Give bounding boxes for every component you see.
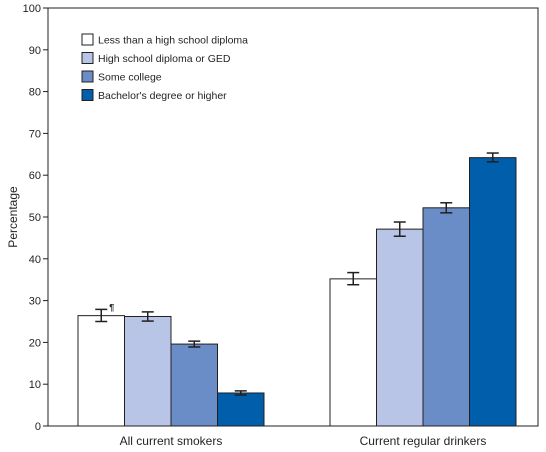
legend-item: Bachelor's degree or higher bbox=[81, 89, 227, 102]
legend-item: Some college bbox=[81, 70, 162, 84]
bar bbox=[376, 228, 424, 427]
category-label: Current regular drinkers bbox=[360, 434, 487, 448]
y-tick-label: 60 bbox=[29, 170, 41, 182]
legend-item: High school diploma or GED bbox=[81, 52, 231, 65]
bar bbox=[469, 157, 517, 427]
y-tick-label: 40 bbox=[29, 254, 41, 266]
legend-label: Less than a high school diploma bbox=[98, 35, 248, 47]
bar bbox=[217, 392, 265, 427]
y-tick-label: 50 bbox=[29, 212, 41, 224]
y-tick-label: 80 bbox=[29, 87, 41, 99]
legend-label: High school diploma or GED bbox=[98, 53, 231, 65]
category-label: All current smokers bbox=[120, 434, 223, 448]
error-bar bbox=[486, 152, 499, 163]
error-bar bbox=[188, 340, 201, 348]
legend: Less than a high school diploma High scho… bbox=[81, 33, 248, 102]
bar bbox=[170, 343, 218, 427]
legend-label: Bachelor's degree or higher bbox=[98, 90, 227, 102]
x-axis: All current smokers Current regular drink… bbox=[120, 434, 487, 448]
y-tick-label: 20 bbox=[29, 337, 41, 349]
legend-swatch bbox=[81, 52, 94, 64]
y-tick-label: 0 bbox=[35, 421, 41, 433]
error-bar bbox=[95, 308, 108, 323]
bar bbox=[422, 207, 470, 427]
bar bbox=[329, 278, 377, 427]
y-tick-label: 90 bbox=[29, 45, 41, 57]
bar bbox=[77, 315, 125, 427]
footnote-mark: ¶ bbox=[109, 302, 114, 312]
y-tick-label: 30 bbox=[29, 296, 41, 308]
y-axis: 0 10 20 30 40 50 60 70 80 90 100 bbox=[23, 3, 48, 433]
legend-item: Less than a high school diploma bbox=[81, 33, 248, 47]
error-bar bbox=[141, 311, 154, 322]
error-bar bbox=[347, 271, 360, 286]
legend-label: Some college bbox=[98, 72, 162, 84]
bar bbox=[124, 315, 172, 427]
legend-swatch bbox=[81, 70, 94, 83]
error-bar bbox=[234, 390, 247, 396]
legend-swatch bbox=[81, 33, 94, 46]
error-bar bbox=[440, 202, 453, 214]
y-axis-title: Percentage bbox=[6, 186, 20, 248]
legend-swatch bbox=[81, 89, 94, 101]
bars: ¶ bbox=[77, 152, 517, 427]
error-bar bbox=[393, 221, 406, 237]
y-tick-label: 70 bbox=[29, 128, 41, 140]
y-tick-label: 100 bbox=[23, 3, 41, 15]
y-tick-label: 10 bbox=[29, 379, 41, 391]
